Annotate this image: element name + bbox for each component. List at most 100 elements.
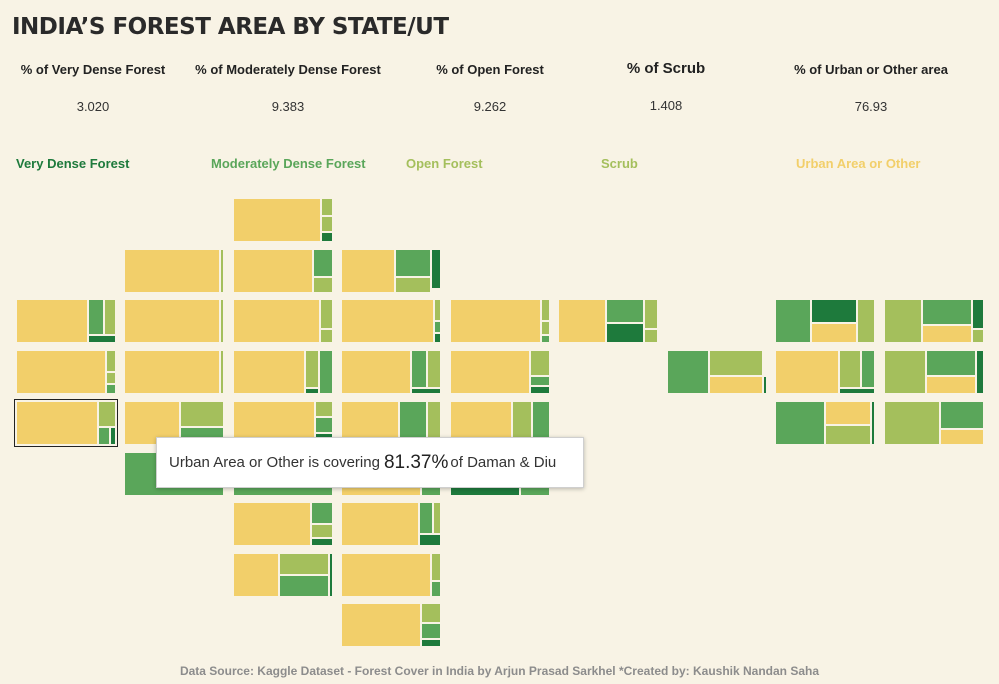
state-tile[interactable] bbox=[450, 299, 550, 343]
tile-segment bbox=[233, 502, 311, 546]
tile-segment bbox=[124, 299, 220, 343]
legend-open[interactable]: Open Forest bbox=[406, 156, 483, 171]
state-tile[interactable] bbox=[775, 299, 875, 343]
tile-segment bbox=[839, 388, 875, 394]
tile-segment bbox=[667, 350, 709, 394]
tile-segment bbox=[411, 388, 441, 394]
tile-segment bbox=[431, 581, 441, 597]
kpi-urban: % of Urban or Other area 76.93 bbox=[786, 62, 956, 114]
state-tile[interactable] bbox=[341, 603, 441, 647]
state-tile[interactable] bbox=[667, 350, 767, 394]
kpi-label: % of Urban or Other area bbox=[794, 62, 948, 77]
kpi-open: % of Open Forest 9.262 bbox=[420, 62, 560, 114]
tile-segment bbox=[926, 376, 976, 394]
tile-segment bbox=[106, 350, 116, 372]
tile-segment bbox=[871, 401, 875, 445]
tile-segment bbox=[341, 502, 419, 546]
tile-segment bbox=[311, 538, 333, 546]
state-tile[interactable] bbox=[884, 299, 984, 343]
tile-segment bbox=[541, 335, 550, 343]
legend-scrub[interactable]: Scrub bbox=[601, 156, 638, 171]
state-tile[interactable] bbox=[341, 553, 441, 597]
tile-segment bbox=[884, 350, 926, 394]
tile-segment bbox=[124, 350, 220, 394]
tile-segment bbox=[313, 249, 333, 277]
state-tile[interactable] bbox=[775, 401, 875, 445]
tile-segment bbox=[763, 376, 767, 394]
state-tile[interactable] bbox=[884, 401, 984, 445]
legend-moderately-dense[interactable]: Moderately Dense Forest bbox=[211, 156, 366, 171]
state-tile[interactable] bbox=[341, 299, 441, 343]
tile-segment bbox=[220, 350, 224, 394]
state-tile[interactable] bbox=[341, 502, 441, 546]
tile-segment bbox=[922, 299, 972, 325]
kpi-value: 9.262 bbox=[473, 99, 507, 114]
tile-segment bbox=[857, 299, 875, 343]
state-tile[interactable] bbox=[233, 198, 333, 242]
tile-segment bbox=[411, 350, 427, 388]
tile-segment bbox=[972, 329, 984, 343]
tooltip-suffix: of Daman & Diu bbox=[450, 454, 557, 471]
state-tile[interactable] bbox=[233, 299, 333, 343]
tile-segment bbox=[606, 299, 644, 323]
tile-segment bbox=[395, 249, 431, 277]
tile-segment bbox=[811, 323, 857, 343]
tile-segment bbox=[530, 386, 550, 394]
tile-segment bbox=[311, 524, 333, 538]
state-tile[interactable] bbox=[775, 350, 875, 394]
tile-segment bbox=[341, 249, 395, 293]
tile-segment bbox=[320, 299, 333, 329]
tile-segment bbox=[884, 299, 922, 343]
state-tile[interactable] bbox=[14, 399, 118, 447]
state-tile[interactable] bbox=[884, 350, 984, 394]
tile-segment bbox=[305, 388, 319, 394]
tile-segment bbox=[16, 299, 88, 343]
state-tile[interactable] bbox=[124, 350, 224, 394]
tile-segment bbox=[811, 299, 857, 323]
tile-segment bbox=[419, 534, 441, 546]
tile-segment bbox=[98, 401, 116, 427]
state-tile[interactable] bbox=[124, 249, 224, 293]
tile-segment bbox=[233, 299, 320, 343]
state-tile[interactable] bbox=[233, 350, 333, 394]
state-tile[interactable] bbox=[233, 553, 333, 597]
tile-segment bbox=[839, 350, 861, 388]
tile-segment bbox=[233, 350, 305, 394]
tile-segment bbox=[940, 401, 984, 429]
tile-segment bbox=[319, 350, 333, 394]
tile-segment bbox=[434, 299, 441, 321]
tile-segment bbox=[972, 299, 984, 329]
tile-segment bbox=[427, 350, 441, 388]
tile-segment bbox=[220, 249, 224, 293]
kpi-moderately-dense: % of Moderately Dense Forest 9.383 bbox=[192, 62, 384, 114]
state-tile[interactable] bbox=[450, 350, 550, 394]
tile-segment bbox=[233, 249, 313, 293]
tile-segment bbox=[922, 325, 972, 343]
tile-segment bbox=[16, 350, 106, 394]
legend-urban[interactable]: Urban Area or Other bbox=[796, 156, 921, 171]
tooltip-prefix: Urban Area or Other is covering bbox=[169, 454, 380, 471]
state-tile[interactable] bbox=[233, 502, 333, 546]
state-tile[interactable] bbox=[341, 249, 441, 293]
tile-segment bbox=[110, 427, 116, 445]
tile-segment bbox=[321, 232, 333, 242]
tile-segment bbox=[395, 277, 431, 293]
legend-very-dense[interactable]: Very Dense Forest bbox=[16, 156, 130, 171]
kpi-label: % of Very Dense Forest bbox=[20, 62, 166, 77]
state-tile[interactable] bbox=[16, 299, 116, 343]
state-tile[interactable] bbox=[558, 299, 658, 343]
tile-segment bbox=[341, 299, 434, 343]
state-tile[interactable] bbox=[341, 350, 441, 394]
kpi-label: % of Open Forest bbox=[436, 62, 544, 77]
state-tile[interactable] bbox=[233, 249, 333, 293]
state-tile[interactable] bbox=[16, 350, 116, 394]
tile-segment bbox=[279, 553, 329, 575]
tile-segment bbox=[709, 350, 763, 376]
tile-segment bbox=[421, 603, 441, 623]
tile-segment bbox=[606, 323, 644, 343]
tile-segment bbox=[861, 350, 875, 388]
state-tile[interactable] bbox=[124, 299, 224, 343]
kpi-scrub: % of Scrub 1.408 bbox=[606, 60, 726, 113]
tile-segment bbox=[220, 299, 224, 343]
kpi-value: 76.93 bbox=[854, 99, 888, 114]
